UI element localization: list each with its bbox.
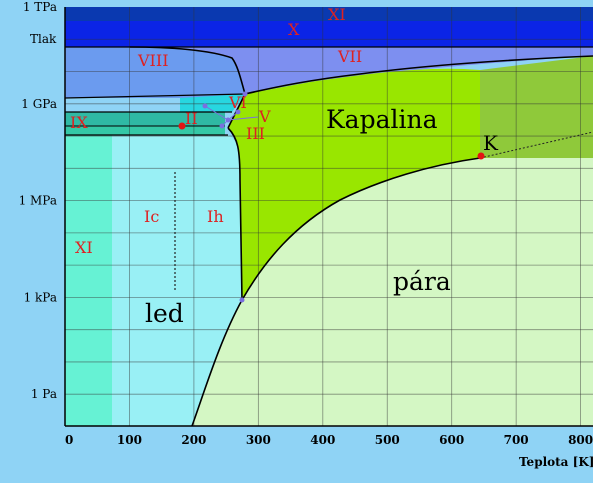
region-viii [65, 47, 245, 98]
x-tick-label: 200 [181, 433, 206, 447]
axis-frame [64, 7, 593, 427]
region-x [65, 21, 593, 47]
phase-labels: led Kapalina pára [145, 105, 451, 328]
label-ih: Ih [207, 207, 224, 226]
boundary-viii-vii [129, 46, 246, 95]
region-xi-top [65, 7, 593, 21]
region-ice-ih [112, 135, 242, 426]
phase-regions [65, 7, 593, 426]
x-tick-labels: 0 100 200 300 400 500 600 700 800 [65, 433, 593, 447]
label-ic: Ic [144, 207, 159, 226]
label-x: X [288, 20, 300, 39]
label-xi-top: XI [328, 5, 346, 24]
x-tick-label: 800 [568, 433, 593, 447]
label-xi: XI [75, 238, 93, 257]
label-para: pára [393, 267, 451, 296]
x-tick-label: 700 [504, 433, 529, 447]
label-ii: II [185, 109, 198, 128]
label-critical-point: K [483, 131, 499, 155]
label-vi: VI [228, 93, 247, 112]
label-iii: III [246, 124, 265, 143]
label-kapalina: Kapalina [326, 105, 438, 134]
y-tick-label: 1 Pa [31, 387, 57, 401]
grid [65, 7, 593, 426]
y-tick-label: 1 TPa [23, 0, 57, 14]
x-axis-label: Teplota [K] [519, 455, 593, 469]
y-tick-labels: 1 TPa 1 GPa 1 MPa 1 kPa 1 Pa [19, 0, 57, 401]
region-ice-xi [65, 135, 112, 426]
x-tick-label: 0 [65, 433, 73, 447]
region-vi [180, 94, 245, 112]
supercritical-dotted-line [479, 131, 593, 159]
label-viii: VIII [137, 51, 169, 70]
region-liquid [228, 68, 480, 301]
region-labels: XI X VII VIII VI V IX II III Ic Ih XI [70, 5, 362, 257]
triple-point-links [204, 105, 259, 127]
y-axis-label: Tlak [30, 32, 57, 46]
x-tick-label: 600 [439, 433, 464, 447]
label-ix: IX [70, 113, 88, 132]
boundary-viii-bottom [64, 93, 246, 99]
x-tick-label: 100 [117, 433, 142, 447]
x-tick-label: 400 [310, 433, 335, 447]
label-led: led [145, 299, 184, 328]
region-vii [130, 47, 593, 94]
label-vii: VII [337, 47, 362, 66]
triple-point-marker [239, 297, 245, 303]
y-tick-label: 1 kPa [24, 290, 57, 304]
triple-point-marker [242, 91, 248, 97]
region-ix-lower [65, 126, 225, 135]
triple-point-ii [178, 122, 186, 130]
y-tick-label: 1 MPa [19, 194, 57, 208]
y-tick-label: 1 GPa [21, 97, 57, 111]
region-supercritical [480, 56, 593, 158]
boundary-vapor [191, 157, 481, 427]
phase-boundaries [64, 46, 593, 427]
boundary-melting-ih [227, 127, 243, 301]
label-v: V [258, 107, 271, 126]
boundary-liquid-high [227, 55, 593, 129]
x-tick-label: 300 [246, 433, 271, 447]
region-vapor [192, 158, 593, 426]
critical-point [477, 152, 485, 160]
x-tick-label: 500 [375, 433, 400, 447]
region-ix [65, 112, 225, 126]
